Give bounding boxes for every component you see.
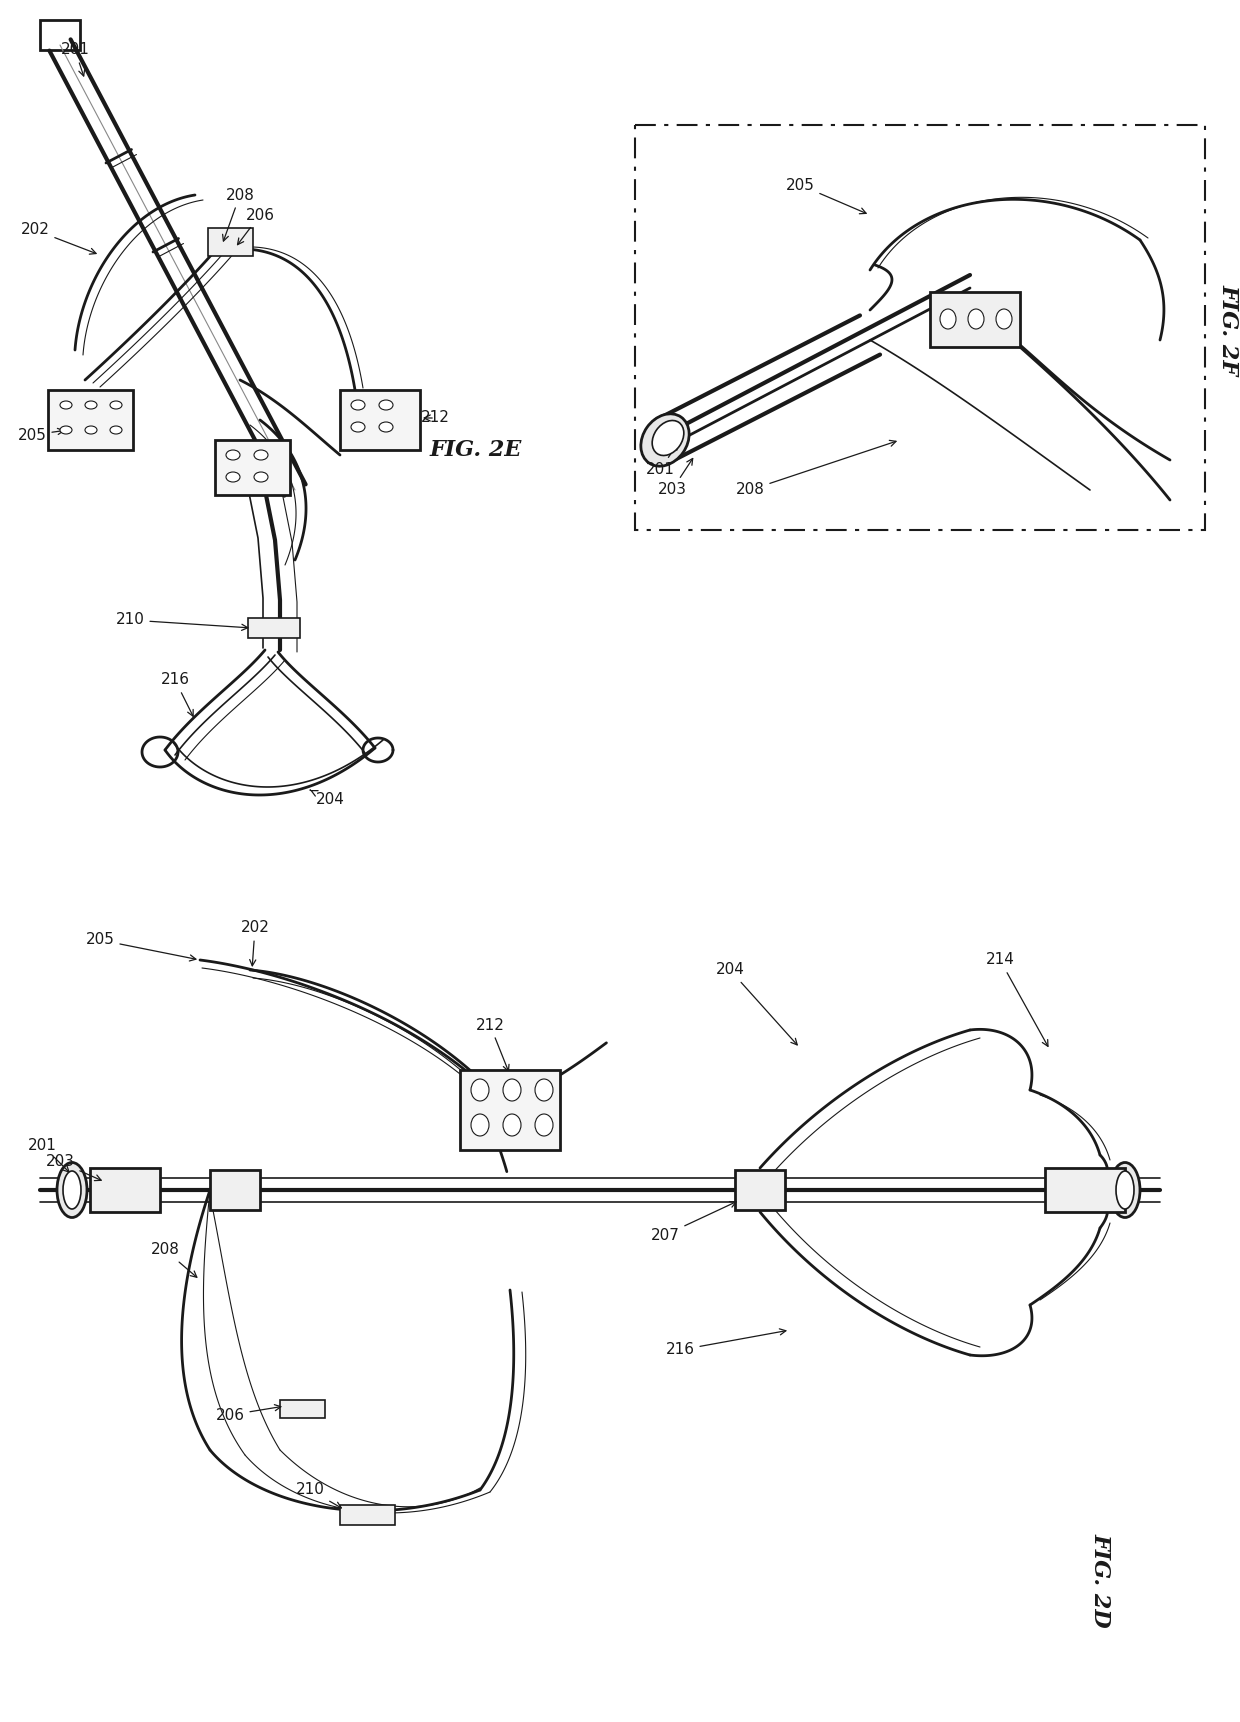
Text: FIG. 2E: FIG. 2E	[430, 439, 522, 461]
Text: 202: 202	[21, 222, 97, 255]
FancyBboxPatch shape	[40, 21, 81, 50]
FancyBboxPatch shape	[340, 389, 420, 449]
Ellipse shape	[471, 1114, 489, 1137]
Text: 210: 210	[295, 1483, 341, 1508]
Ellipse shape	[226, 449, 241, 460]
FancyBboxPatch shape	[735, 1169, 785, 1211]
FancyBboxPatch shape	[930, 293, 1021, 348]
Text: 203: 203	[657, 458, 693, 498]
Ellipse shape	[351, 422, 365, 432]
Text: 205: 205	[86, 933, 196, 961]
Text: 206: 206	[238, 207, 274, 245]
FancyBboxPatch shape	[91, 1168, 160, 1212]
Ellipse shape	[379, 422, 393, 432]
Ellipse shape	[968, 308, 985, 329]
Ellipse shape	[86, 401, 97, 410]
Ellipse shape	[254, 449, 268, 460]
FancyBboxPatch shape	[280, 1400, 325, 1417]
Ellipse shape	[351, 400, 365, 410]
Text: FIG. 2D: FIG. 2D	[1090, 1533, 1112, 1627]
Text: 206: 206	[216, 1405, 281, 1422]
FancyBboxPatch shape	[208, 227, 253, 257]
FancyBboxPatch shape	[635, 126, 1205, 530]
Ellipse shape	[60, 401, 72, 410]
Ellipse shape	[641, 413, 689, 467]
FancyBboxPatch shape	[1045, 1168, 1125, 1212]
Text: 208: 208	[150, 1243, 197, 1278]
Ellipse shape	[226, 472, 241, 482]
FancyBboxPatch shape	[248, 618, 300, 637]
Text: 216: 216	[666, 1329, 786, 1357]
Ellipse shape	[86, 425, 97, 434]
Ellipse shape	[57, 1162, 87, 1217]
Ellipse shape	[110, 425, 122, 434]
Ellipse shape	[379, 400, 393, 410]
Text: 202: 202	[241, 921, 269, 966]
Ellipse shape	[63, 1171, 81, 1209]
Ellipse shape	[652, 420, 683, 456]
Text: 201: 201	[646, 444, 678, 477]
Ellipse shape	[471, 1080, 489, 1100]
Text: 205: 205	[17, 427, 64, 443]
FancyBboxPatch shape	[48, 389, 133, 449]
Ellipse shape	[996, 308, 1012, 329]
Text: 201: 201	[27, 1138, 69, 1173]
Ellipse shape	[254, 472, 268, 482]
Ellipse shape	[1110, 1162, 1140, 1217]
Ellipse shape	[60, 425, 72, 434]
Ellipse shape	[534, 1114, 553, 1137]
Text: 212: 212	[420, 410, 449, 425]
FancyBboxPatch shape	[210, 1169, 260, 1211]
Ellipse shape	[503, 1114, 521, 1137]
Text: 214: 214	[986, 952, 1048, 1047]
Text: 207: 207	[651, 1202, 737, 1243]
Text: 210: 210	[115, 613, 248, 630]
Ellipse shape	[503, 1080, 521, 1100]
Text: 216: 216	[160, 673, 193, 716]
Text: 208: 208	[223, 188, 254, 241]
Text: 203: 203	[46, 1154, 102, 1181]
Text: 212: 212	[476, 1018, 508, 1071]
FancyBboxPatch shape	[460, 1069, 560, 1150]
FancyBboxPatch shape	[215, 441, 290, 494]
Ellipse shape	[1116, 1171, 1135, 1209]
Text: FIG. 2F: FIG. 2F	[1218, 284, 1240, 375]
Text: 204: 204	[715, 963, 797, 1045]
Text: 204: 204	[310, 790, 345, 808]
Ellipse shape	[534, 1080, 553, 1100]
Text: 205: 205	[786, 177, 867, 214]
FancyBboxPatch shape	[340, 1505, 396, 1526]
Ellipse shape	[940, 308, 956, 329]
Text: 208: 208	[735, 441, 897, 498]
Text: 201: 201	[61, 43, 89, 76]
Ellipse shape	[110, 401, 122, 410]
